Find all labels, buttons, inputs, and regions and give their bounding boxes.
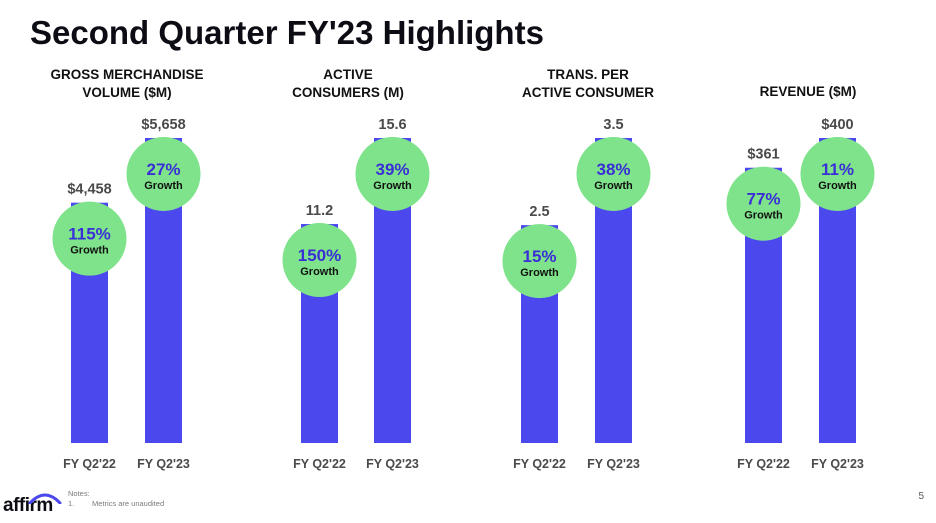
growth-label-4-1: Growth [744,210,783,222]
growth-bubble-1-2 [126,137,201,211]
note-text: Metrics are unaudited [92,499,165,508]
chart-title-3-line-1: TRANS. PER [547,67,629,82]
affirm-logo: affirm [3,495,53,516]
affirm-arc-icon [28,493,62,504]
chart-title-2-line-1: ACTIVE [323,67,373,82]
growth-label-2-1: Growth [300,266,339,278]
growth-bubble-2-2 [355,137,430,211]
growth-bubble-2-1 [282,223,357,298]
growth-percent-1-1: 115% [68,225,111,244]
growth-percent-1-2: 27% [146,160,180,179]
growth-bubble-3-1 [502,224,577,299]
growth-label-1-1: Growth [70,245,109,257]
page-number: 5 [918,491,924,502]
growth-percent-3-2: 38% [596,160,630,179]
x-tick-label-1-1: FY Q2'22 [63,457,116,471]
value-label-2-1: 11.2 [306,203,333,219]
chart-title-4: REVENUE ($M) [760,84,857,99]
value-label-4-1: $361 [747,147,779,163]
value-label-2-2: 15.6 [378,117,406,133]
growth-label-3-1: Growth [520,267,559,279]
x-tick-label-2-2: FY Q2'23 [366,457,419,471]
x-tick-label-3-2: FY Q2'23 [587,457,640,471]
note-number: 1. [68,499,75,508]
value-label-1-1: $4,458 [67,182,111,198]
growth-percent-3-1: 15% [522,247,556,266]
growth-percent-4-1: 77% [746,190,780,209]
x-tick-label-3-1: FY Q2'22 [513,457,566,471]
x-tick-label-4-2: FY Q2'23 [811,457,864,471]
growth-percent-4-2: 11% [821,160,854,179]
growth-label-2-2: Growth [373,180,412,192]
notes-heading: Notes: [68,489,90,498]
x-tick-label-2-1: FY Q2'22 [293,457,346,471]
growth-percent-2-2: 39% [375,160,409,179]
growth-bubble-4-2 [800,137,875,211]
note-item: 1. Metrics are unaudited [68,499,164,509]
growth-label-4-2: Growth [818,180,857,192]
chart-title-1-line-2: VOLUME ($M) [82,85,171,100]
growth-label-3-2: Growth [594,180,633,192]
value-label-1-2: $5,658 [141,117,185,133]
x-tick-label-1-2: FY Q2'23 [137,457,190,471]
x-tick-label-4-1: FY Q2'22 [737,457,790,471]
chart-title-2-line-2: CONSUMERS (M) [292,85,404,100]
notes: Notes: 1. Metrics are unaudited [68,489,164,509]
growth-bubble-4-1 [726,166,801,241]
page-title: Second Quarter FY'23 Highlights [30,14,544,51]
value-label-4-2: $400 [821,117,853,133]
value-label-3-2: 3.5 [603,117,623,133]
chart-title-3-line-2: ACTIVE CONSUMER [522,85,654,100]
chart-title-1-line-1: GROSS MERCHANDISE [50,67,203,82]
growth-bubble-1-1 [52,201,127,276]
growth-label-1-2: Growth [144,180,183,192]
growth-percent-2-1: 150% [298,246,341,265]
value-label-3-1: 2.5 [529,204,549,220]
growth-bubble-3-2 [576,137,651,211]
